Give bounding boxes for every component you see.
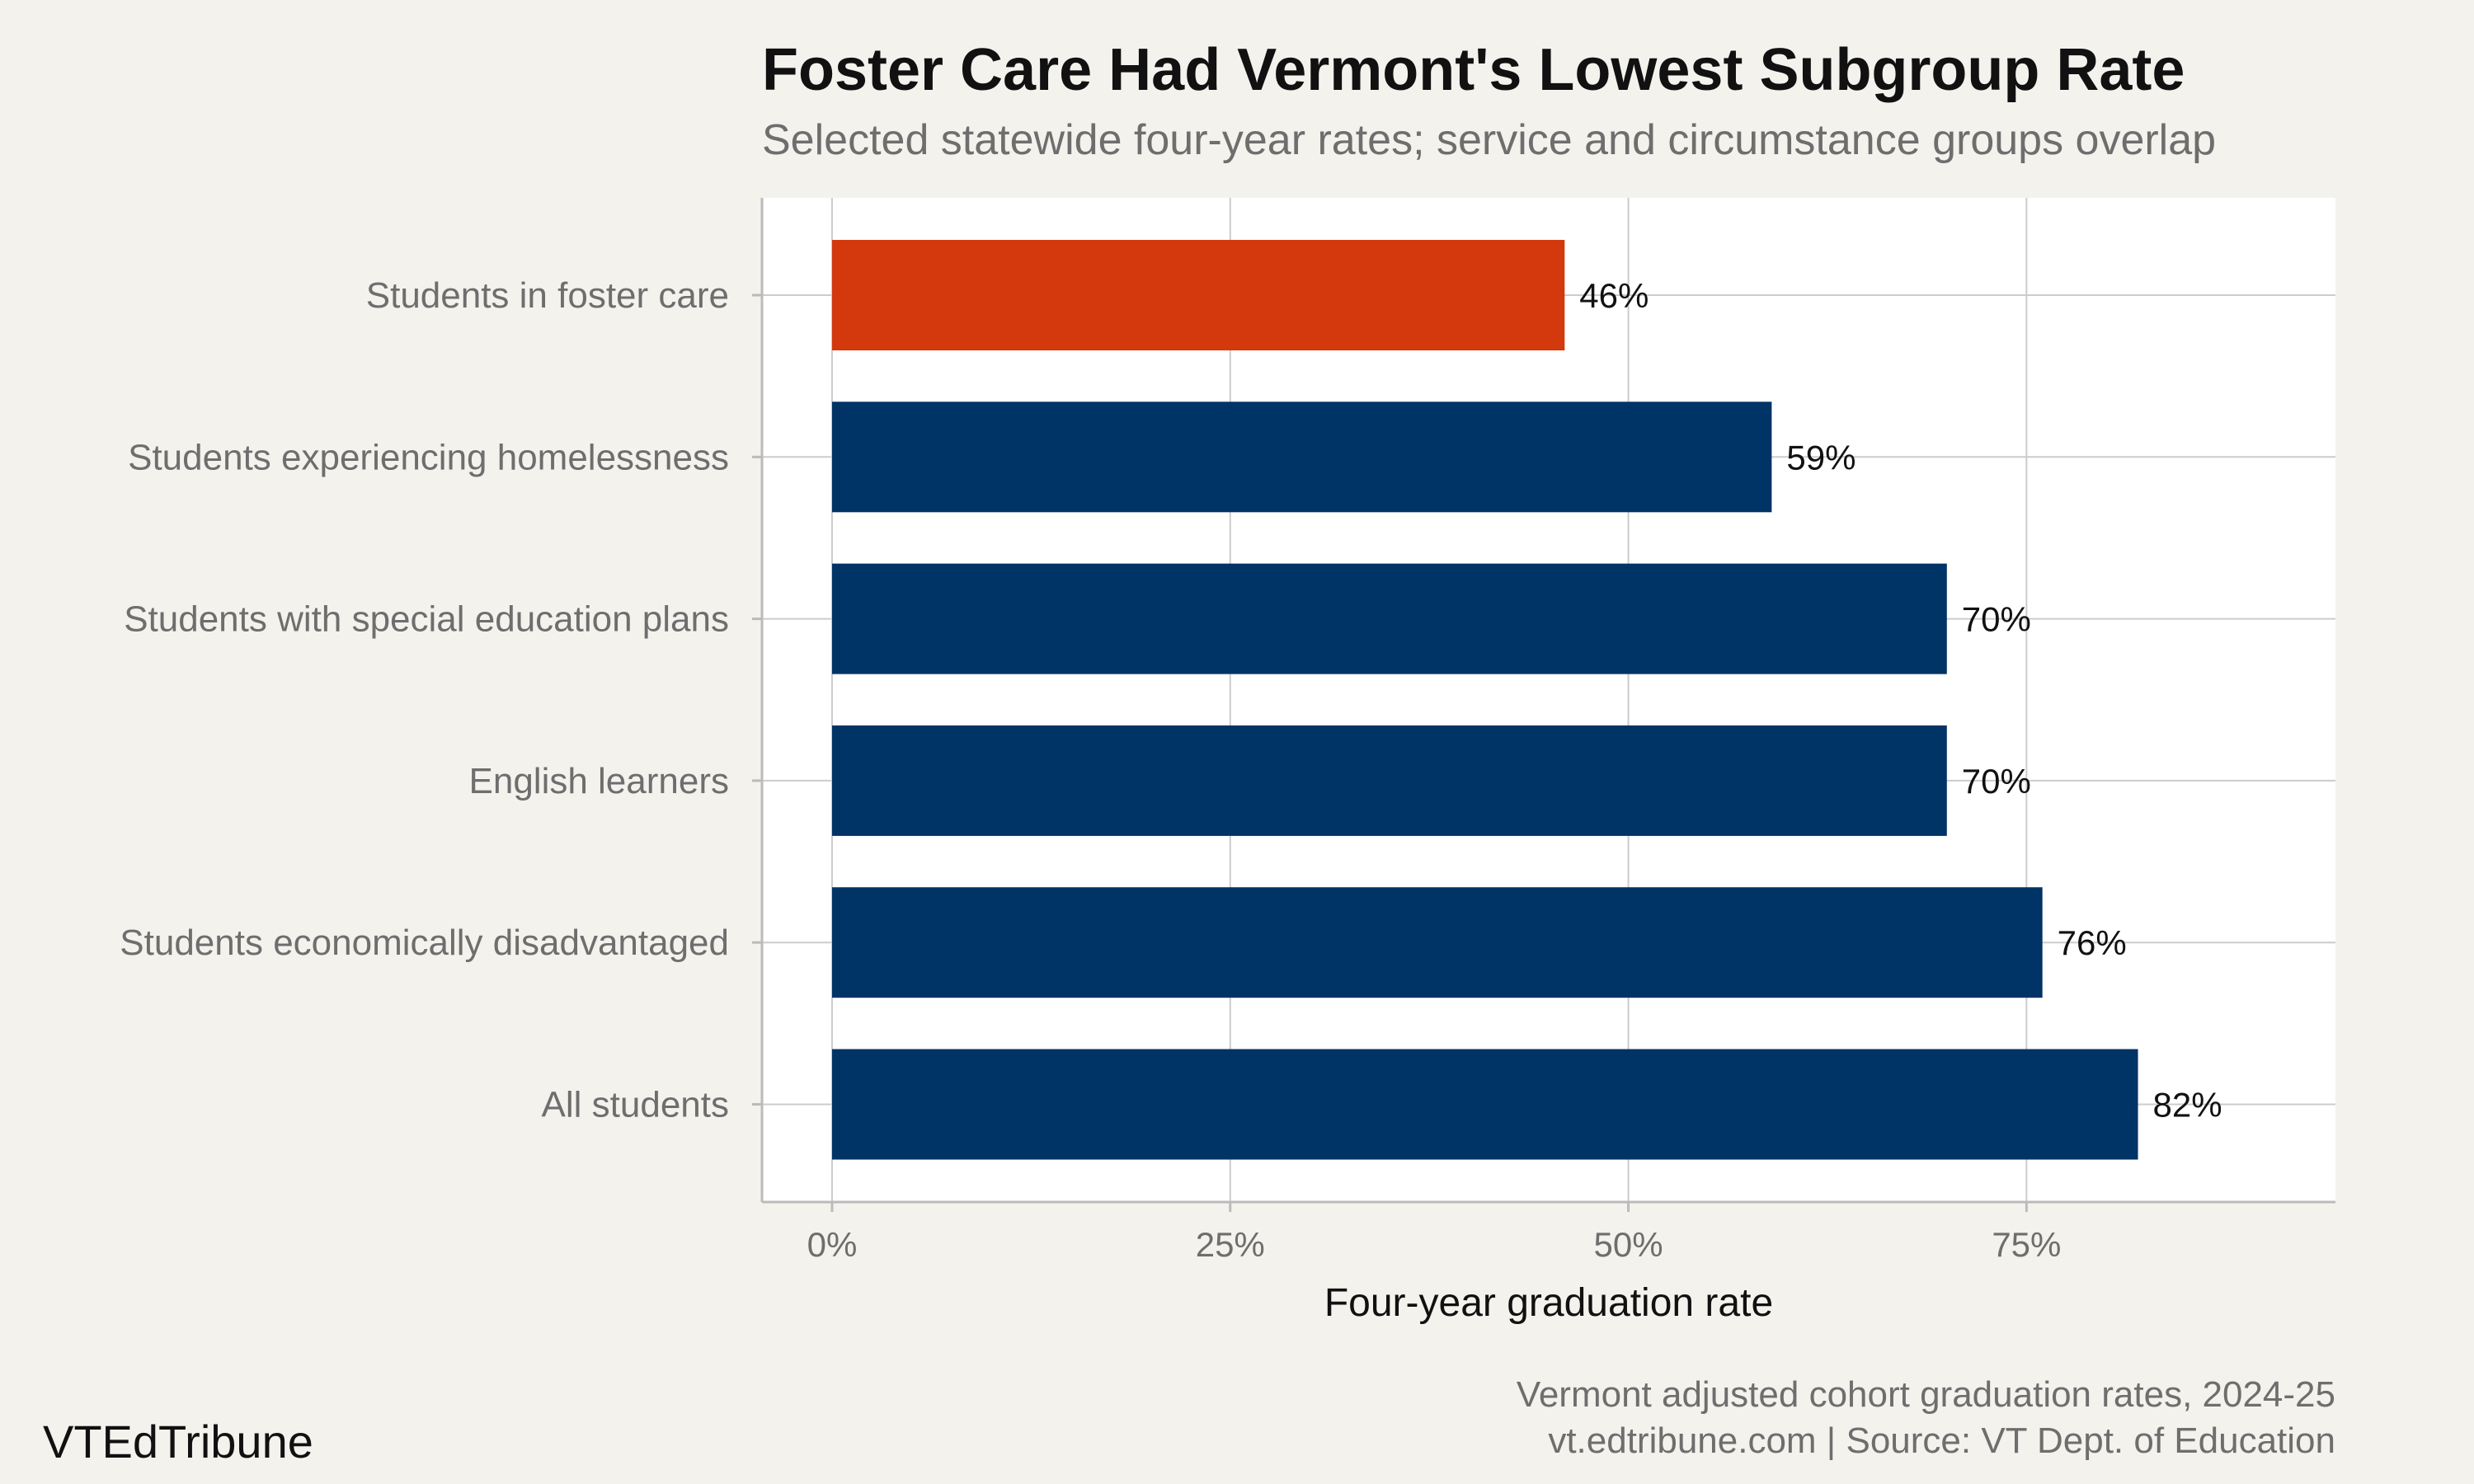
x-axis-title: Four-year graduation rate <box>1324 1281 1773 1325</box>
bar-1 <box>831 402 1772 513</box>
brand-logo: VTEdTribune <box>43 1416 313 1468</box>
axes: 0% 25% 50% 75% <box>752 198 2335 1264</box>
labels: 46% Students in foster care 59% Students ex… <box>120 275 2222 1125</box>
data-label-2: 70% <box>1962 600 2031 639</box>
bar-3 <box>831 725 1947 836</box>
caption-line-1: Vermont adjusted cohort graduation rates… <box>1516 1374 2335 1415</box>
plot-panel <box>762 198 2335 1202</box>
bar-2 <box>831 563 1947 674</box>
bar-0 <box>831 240 1565 350</box>
x-tick-label-0: 0% <box>807 1225 858 1264</box>
caption-line-2: vt.edtribune.com | Source: VT Dept. of E… <box>1548 1421 2335 1461</box>
category-label-1: Students experiencing homelessness <box>128 437 729 477</box>
x-tick-label-75: 75% <box>1992 1225 2061 1264</box>
bar-4 <box>831 887 2043 998</box>
data-label-3: 70% <box>1962 762 2031 801</box>
bars <box>831 240 2138 1160</box>
x-tick-label-50: 50% <box>1594 1225 1663 1264</box>
bar-5 <box>831 1049 2138 1160</box>
category-label-4: Students economically disadvantaged <box>120 923 729 963</box>
chart-title: Foster Care Had Vermont's Lowest Subgrou… <box>762 37 2185 103</box>
chart-subtitle: Selected statewide four-year rates; serv… <box>762 116 2217 164</box>
x-tick-label-25: 25% <box>1196 1225 1265 1264</box>
data-label-0: 46% <box>1579 276 1649 315</box>
category-label-5: All students <box>542 1085 729 1125</box>
category-label-3: English learners <box>469 761 730 801</box>
data-label-5: 82% <box>2153 1086 2222 1125</box>
data-label-1: 59% <box>1786 438 1856 477</box>
category-label-2: Students with special education plans <box>124 599 729 640</box>
data-label-4: 76% <box>2058 923 2127 962</box>
source-caption: Vermont adjusted cohort graduation rates… <box>1517 1372 2335 1464</box>
category-label-0: Students in foster care <box>366 275 729 316</box>
